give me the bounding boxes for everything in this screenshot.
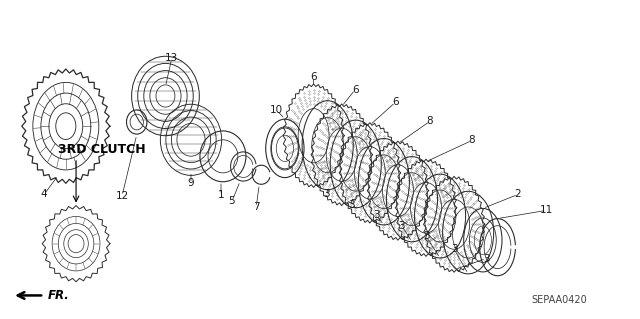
Text: 1: 1 — [218, 190, 225, 200]
Text: 13: 13 — [165, 53, 179, 63]
Text: 4: 4 — [41, 189, 47, 199]
Text: 3: 3 — [483, 254, 490, 263]
Text: 10: 10 — [270, 105, 283, 115]
Text: 6: 6 — [352, 85, 358, 95]
Text: 6: 6 — [392, 97, 399, 107]
Text: 3: 3 — [373, 210, 380, 220]
Text: 3: 3 — [323, 189, 330, 199]
Text: 2: 2 — [515, 189, 522, 199]
Text: 12: 12 — [115, 191, 129, 201]
Text: 3: 3 — [349, 200, 355, 210]
Text: 9: 9 — [188, 178, 195, 188]
Text: 3RD CLUTCH: 3RD CLUTCH — [58, 144, 146, 157]
Text: 3: 3 — [422, 231, 429, 241]
Text: 3: 3 — [399, 220, 405, 231]
Text: 11: 11 — [540, 205, 554, 215]
Text: 7: 7 — [253, 202, 259, 212]
Text: SEPAA0420: SEPAA0420 — [532, 295, 588, 305]
Text: 5: 5 — [228, 197, 235, 206]
Text: 3: 3 — [451, 244, 458, 254]
Text: FR.: FR. — [47, 289, 69, 302]
Text: 8: 8 — [468, 136, 476, 145]
Text: 8: 8 — [426, 116, 433, 126]
Text: 6: 6 — [310, 72, 317, 82]
